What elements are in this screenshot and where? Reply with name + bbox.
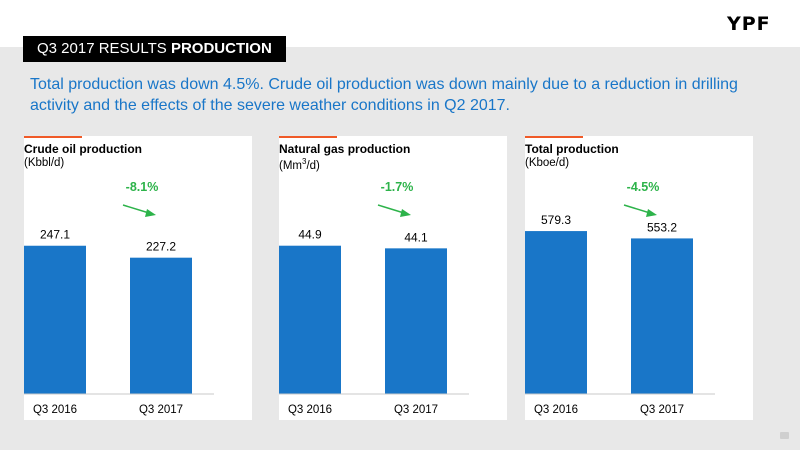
- category-label: Q3 2016: [288, 404, 332, 416]
- total-production-panel: Total production (Kboe/d) 579.3 Q3 2016 55…: [525, 136, 753, 420]
- panel-title: Natural gas production: [279, 142, 411, 156]
- slide-title-bold: PRODUCTION: [170, 40, 272, 57]
- panel-accent-line: [24, 136, 82, 138]
- category-label: Q3 2016: [33, 404, 77, 416]
- trend-arrow-line: [623, 204, 651, 214]
- bar-2: [631, 238, 693, 394]
- category-label: Q3 2017: [394, 404, 438, 416]
- category-label: Q3 2017: [139, 404, 183, 416]
- bar-1: [525, 231, 587, 394]
- bar-1: [24, 245, 86, 394]
- crude-oil-chart: 247.1 Q3 2016 227.2 Q3 2017 -8.1%: [24, 180, 214, 416]
- panel-accent-line: [525, 136, 583, 138]
- panel-title: Crude oil production: [24, 142, 142, 156]
- natural-gas-panel: Natural gas production (Mm3/d) 44.9 Q3 20…: [279, 136, 507, 420]
- trend-arrow-head-icon: [646, 209, 657, 217]
- bar-value-label: 44.1: [404, 230, 428, 244]
- slide-title: Q3 2017 RESULTS PRODUCTION: [23, 36, 286, 62]
- bar-value-label: 579.3: [541, 213, 571, 227]
- panel-title: Total production: [525, 142, 619, 156]
- slide-title-prefix: Q3 2017 RESULTS: [37, 40, 167, 57]
- change-percent-label: -4.5%: [627, 180, 660, 194]
- panel-unit: (Kbbl/d): [24, 157, 65, 169]
- bar-value-label: 44.9: [298, 228, 322, 242]
- bar-value-label: 247.1: [40, 228, 70, 242]
- ypf-logo: YPF: [727, 13, 771, 35]
- panel-unit: (Kboe/d): [525, 157, 570, 169]
- category-label: Q3 2017: [640, 404, 684, 416]
- bar-2: [385, 248, 447, 394]
- trend-arrow-head-icon: [400, 209, 411, 217]
- bar-1: [279, 245, 341, 394]
- category-label: Q3 2016: [534, 404, 578, 416]
- slide-subtitle: Total production was down 4.5%. Crude oi…: [30, 76, 738, 114]
- trend-arrow-line: [122, 204, 150, 214]
- total-production-chart: 579.3 Q3 2016 553.2 Q3 2017 -4.5%: [525, 180, 715, 416]
- trend-arrow-head-icon: [145, 209, 156, 217]
- crude-oil-panel: Crude oil production (Kbbl/d) 247.1 Q3 20…: [24, 136, 252, 420]
- slide-number-marker: [780, 432, 789, 439]
- bar-value-label: 227.2: [146, 240, 176, 254]
- change-percent-label: -8.1%: [126, 180, 159, 194]
- change-percent-label: -1.7%: [381, 180, 414, 194]
- bar-value-label: 553.2: [647, 220, 677, 234]
- trend-arrow-line: [377, 204, 405, 214]
- bar-2: [130, 257, 192, 394]
- natural-gas-chart: 44.9 Q3 2016 44.1 Q3 2017 -1.7%: [279, 180, 469, 416]
- panel-accent-line: [279, 136, 337, 138]
- panel-unit: (Mm3/d): [279, 157, 320, 172]
